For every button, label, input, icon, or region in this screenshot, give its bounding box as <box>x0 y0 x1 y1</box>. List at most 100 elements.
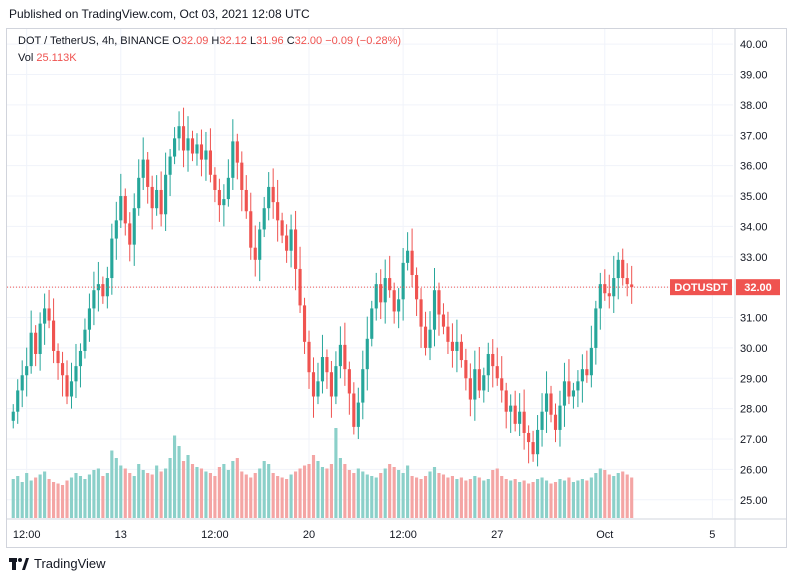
volume-bar <box>392 467 396 518</box>
y-tick-label: 27.00 <box>740 434 768 446</box>
volume-label[interactable]: Vol <box>18 52 34 64</box>
candle-body <box>410 250 414 276</box>
y-tick-label: 39.00 <box>740 70 768 82</box>
candle-body <box>491 353 495 367</box>
candle-body <box>65 375 69 397</box>
volume-bar <box>110 450 114 518</box>
x-tick-label: Oct <box>596 529 613 541</box>
candle-body <box>56 350 60 364</box>
volume-bar <box>536 479 540 518</box>
x-tick-label: 5 <box>709 529 715 541</box>
volume-bar <box>558 479 562 518</box>
volume-bar <box>370 476 374 518</box>
candle-body <box>571 390 575 397</box>
volume-bar <box>52 482 56 518</box>
volume-bar <box>150 474 154 518</box>
volume-bar <box>589 477 593 518</box>
candle-body <box>473 369 477 400</box>
candle-body <box>311 372 316 397</box>
volume-bar <box>38 474 42 518</box>
candle-body <box>598 284 602 309</box>
candle-body <box>114 220 118 239</box>
tradingview-brand[interactable]: TradingView <box>9 556 106 571</box>
volume-bar <box>56 483 60 518</box>
candle-body <box>208 150 212 175</box>
candle-body <box>52 320 56 351</box>
candle-body <box>119 196 123 221</box>
volume-bar <box>43 471 47 518</box>
y-tick-label: 40.00 <box>740 39 768 51</box>
volume-bar <box>173 435 177 518</box>
candle-body <box>603 284 607 294</box>
y-tick-label: 30.00 <box>740 343 768 355</box>
candle-body <box>222 199 226 206</box>
volume-bar <box>181 461 186 518</box>
volume-bar <box>437 473 441 518</box>
volume-bar <box>482 480 486 518</box>
symbol-tag <box>670 279 732 296</box>
candle-body <box>544 393 549 412</box>
candle-body <box>294 229 298 269</box>
volume-bar <box>428 471 432 518</box>
candle-body <box>401 262 405 300</box>
volume-bar <box>567 477 571 518</box>
volume-bar <box>379 473 383 518</box>
candle-body <box>105 278 109 297</box>
volume-bar <box>347 470 351 518</box>
volume-bar <box>168 458 172 518</box>
y-tick-label: 29.00 <box>740 373 768 385</box>
candle-body <box>226 177 230 200</box>
volume-bar <box>186 455 190 518</box>
volume-bar <box>235 458 239 518</box>
volume-bar <box>455 479 459 518</box>
volume-bar <box>69 477 74 518</box>
candle-body <box>11 411 15 421</box>
volume-bar <box>509 480 513 518</box>
candle-body <box>186 138 190 151</box>
candle-body <box>388 278 392 291</box>
candle-body <box>495 366 499 379</box>
candle-body <box>607 293 611 297</box>
volume-bar <box>249 477 253 518</box>
volume-bar <box>562 480 567 518</box>
volume-bar <box>226 470 230 518</box>
candle-body <box>307 341 311 373</box>
volume-bar <box>199 468 204 518</box>
volume-bar <box>137 464 141 518</box>
volume-bar <box>374 477 378 518</box>
volume-bar <box>419 479 423 518</box>
candle-body <box>531 442 535 455</box>
candle-body <box>231 141 235 178</box>
volume-bar <box>423 476 428 518</box>
candle-body <box>504 390 508 412</box>
volume-bar <box>625 474 629 518</box>
candle-body <box>527 432 531 443</box>
volume-bar <box>177 446 181 518</box>
candle-body <box>60 363 65 376</box>
candle-body <box>240 162 244 190</box>
candle-body <box>482 375 486 391</box>
candle-body <box>69 381 74 397</box>
candle-body <box>419 299 423 327</box>
volume-bar <box>146 473 150 518</box>
close-label: C <box>286 35 295 47</box>
volume-bar <box>343 464 347 518</box>
candle-body <box>455 341 459 351</box>
volume-bar <box>500 476 504 518</box>
volume-bar <box>155 465 159 518</box>
y-tick-label: 37.00 <box>740 130 768 142</box>
symbol-label[interactable]: DOT / TetherUS, 4h, BINANCE <box>18 35 170 47</box>
candle-body <box>47 308 51 321</box>
volume-bar <box>594 473 598 518</box>
volume-bar <box>504 479 508 518</box>
volume-bar <box>486 479 490 518</box>
y-tick-label: 34.00 <box>740 221 768 233</box>
candle-body <box>96 284 100 291</box>
candle-body <box>428 329 432 348</box>
candle-body <box>258 229 262 260</box>
candle-body <box>289 229 293 251</box>
candle-body <box>110 238 114 279</box>
volume-bar <box>20 482 24 518</box>
volume-bar <box>459 477 463 518</box>
